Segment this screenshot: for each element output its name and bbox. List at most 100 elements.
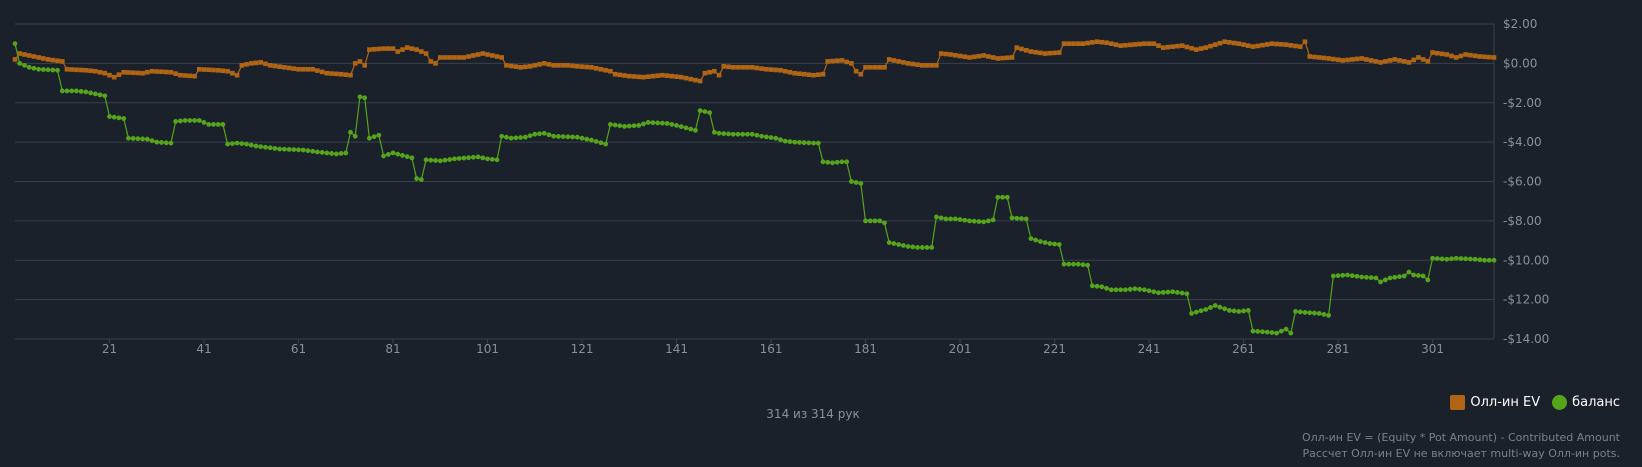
data-point <box>702 70 708 76</box>
data-point <box>144 136 150 142</box>
x-tick-label: 241 <box>1138 342 1161 356</box>
data-point <box>1264 42 1270 47</box>
data-point <box>78 89 84 94</box>
data-point <box>1468 52 1473 58</box>
data-point <box>12 57 18 62</box>
data-point <box>343 72 349 77</box>
data-point <box>466 54 471 59</box>
data-point <box>1146 288 1152 294</box>
data-point <box>329 151 334 156</box>
data-point <box>669 73 675 79</box>
data-point <box>1316 311 1322 316</box>
data-point <box>366 135 372 141</box>
data-point <box>461 155 467 161</box>
data-point <box>773 67 779 73</box>
data-point <box>1052 50 1057 56</box>
legend-item-ev[interactable]: Олл-ин EV <box>1450 395 1540 410</box>
data-point <box>258 60 264 65</box>
data-point <box>598 140 604 146</box>
data-point <box>905 244 911 249</box>
data-point <box>428 59 434 64</box>
data-point <box>1184 44 1190 50</box>
data-point <box>40 67 46 72</box>
data-point <box>848 179 854 184</box>
data-point <box>674 122 679 128</box>
data-point <box>1222 306 1228 312</box>
data-point <box>173 71 178 77</box>
data-point <box>1189 45 1194 51</box>
data-point <box>239 141 245 147</box>
data-point <box>83 67 89 73</box>
data-point <box>787 139 793 145</box>
data-point <box>678 74 684 80</box>
data-point <box>220 122 226 127</box>
data-point <box>371 134 377 140</box>
data-point <box>844 59 849 65</box>
data-point <box>1141 287 1147 293</box>
data-point <box>886 57 892 62</box>
data-point <box>182 73 188 78</box>
data-point <box>981 219 987 225</box>
data-point <box>716 72 722 78</box>
data-point <box>418 177 424 182</box>
data-point <box>1397 58 1402 63</box>
data-point <box>1203 307 1209 312</box>
data-point <box>409 155 415 161</box>
data-point <box>655 120 661 126</box>
data-point <box>584 136 590 142</box>
data-point <box>556 63 561 68</box>
data-point <box>882 65 887 70</box>
data-point <box>570 63 575 69</box>
data-point <box>300 147 306 153</box>
data-point <box>55 67 60 73</box>
data-point <box>45 67 51 73</box>
y-tick-label: -$12.00 <box>1503 293 1549 307</box>
data-point <box>494 157 500 163</box>
legend-item-balance[interactable]: баланс <box>1552 395 1620 410</box>
data-point <box>286 147 292 152</box>
data-point <box>1349 57 1355 62</box>
data-point <box>938 51 944 56</box>
data-point <box>1444 256 1450 262</box>
data-point <box>735 65 741 70</box>
data-point <box>1439 256 1445 262</box>
data-point <box>433 158 438 163</box>
data-point <box>31 65 37 71</box>
data-point <box>64 66 70 72</box>
data-point <box>754 132 760 138</box>
data-point <box>664 73 670 78</box>
data-point <box>1401 273 1407 279</box>
data-point <box>641 121 646 127</box>
data-point <box>693 127 698 133</box>
data-point <box>1118 287 1124 293</box>
data-point <box>976 53 982 59</box>
data-point <box>1075 41 1081 46</box>
data-point <box>121 116 127 121</box>
data-point <box>1283 42 1289 47</box>
data-point <box>797 71 802 77</box>
data-point <box>853 180 859 185</box>
data-point <box>764 66 769 72</box>
footnote-line-2: Рассчет Олл-ин EV не включает multi-way … <box>1302 447 1620 460</box>
data-point <box>26 64 32 70</box>
data-point <box>607 122 613 127</box>
data-point <box>1179 290 1185 296</box>
data-point <box>277 64 282 69</box>
data-point <box>26 53 32 58</box>
data-point <box>485 156 490 162</box>
data-point <box>126 70 131 75</box>
data-point <box>1127 286 1133 292</box>
data-point <box>1009 215 1015 221</box>
data-point <box>1387 275 1393 281</box>
data-point <box>858 181 864 186</box>
data-point <box>1226 308 1232 313</box>
data-point <box>263 144 268 150</box>
data-point <box>41 56 46 61</box>
data-point <box>830 58 835 64</box>
data-point <box>272 63 278 69</box>
data-point <box>1160 290 1166 295</box>
data-point <box>324 70 330 76</box>
grid-lines <box>15 23 1494 340</box>
data-point <box>839 159 845 165</box>
data-point <box>636 74 642 80</box>
